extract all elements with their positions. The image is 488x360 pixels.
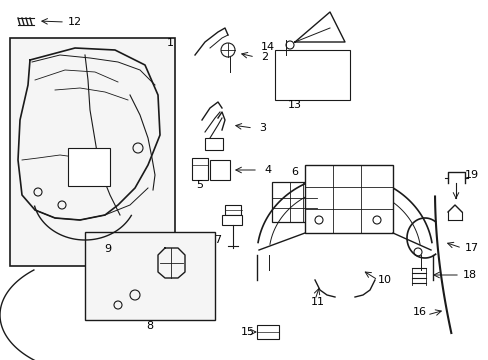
Bar <box>222 215 242 225</box>
Bar <box>224 205 241 215</box>
Text: 1: 1 <box>166 38 173 48</box>
Bar <box>10 38 175 266</box>
Text: 15: 15 <box>241 327 254 337</box>
Bar <box>305 165 392 233</box>
Text: 19: 19 <box>464 170 478 180</box>
Text: 17: 17 <box>464 243 478 253</box>
Text: 16: 16 <box>412 307 426 317</box>
Text: 9: 9 <box>104 244 111 254</box>
Text: 12: 12 <box>68 17 82 27</box>
Text: 13: 13 <box>287 100 302 110</box>
Text: 11: 11 <box>310 297 325 307</box>
Text: 5: 5 <box>196 180 203 190</box>
Text: 4: 4 <box>264 165 271 175</box>
Text: 2: 2 <box>261 52 268 62</box>
Bar <box>68 148 110 186</box>
Bar <box>257 325 279 339</box>
Text: 14: 14 <box>261 42 274 52</box>
Bar <box>204 138 223 150</box>
Bar <box>271 182 316 222</box>
Text: 3: 3 <box>259 123 266 133</box>
Bar <box>85 232 215 320</box>
Text: 8: 8 <box>146 321 153 331</box>
Text: 10: 10 <box>377 275 391 285</box>
Bar <box>274 50 349 100</box>
Text: 18: 18 <box>462 270 476 280</box>
Text: 6: 6 <box>291 167 298 177</box>
Text: 7: 7 <box>214 235 221 245</box>
Bar <box>209 160 229 180</box>
Bar <box>192 158 207 180</box>
